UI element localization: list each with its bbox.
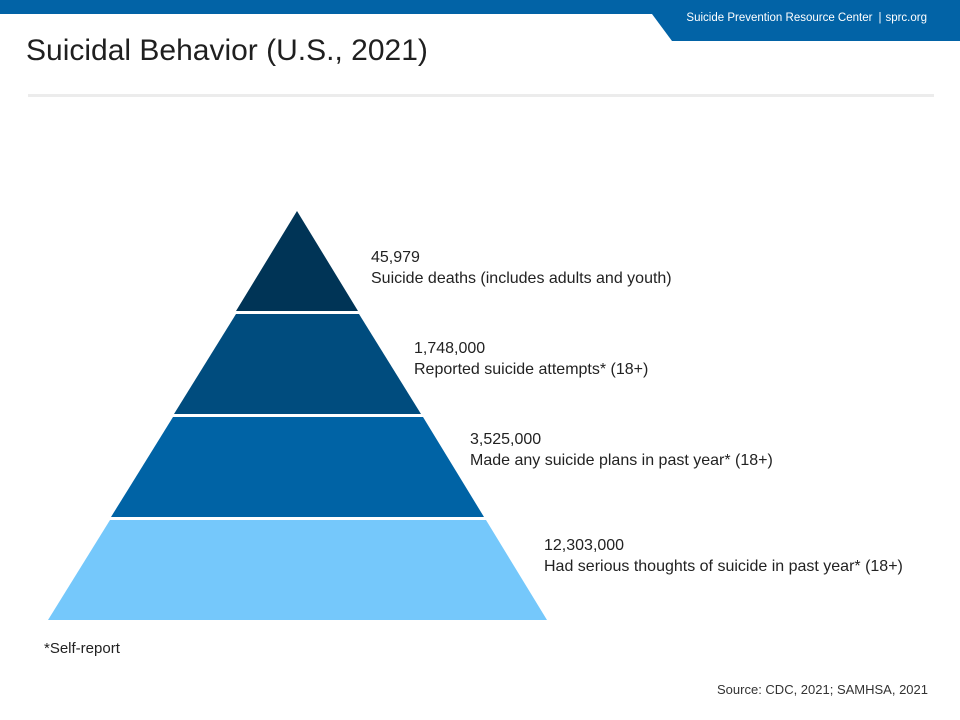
title-divider <box>28 94 934 97</box>
tier-value: 1,748,000 <box>414 340 486 357</box>
org-name: Suicide Prevention Resource Center <box>686 12 873 24</box>
pyramid-tier-deaths <box>236 211 358 311</box>
brand-separator: | <box>878 12 882 24</box>
header-bar <box>0 0 960 14</box>
brand-text[interactable]: Suicide Prevention Resource Center | sprc.… <box>686 12 927 24</box>
tier-description: Suicide deaths (includes adults and yout… <box>371 270 672 287</box>
brand-tab <box>652 14 960 41</box>
tier-value: 12,303,000 <box>544 537 625 554</box>
tier-label-plans: 3,525,000 Made any suicide plans in past… <box>470 429 773 471</box>
page-title: Suicidal Behavior (U.S., 2021) <box>26 34 428 67</box>
tier-value: 45,979 <box>371 249 420 266</box>
site-link[interactable]: sprc.org <box>885 12 927 24</box>
tier-description: Reported suicide attempts* (18+) <box>414 361 649 378</box>
tier-description: Made any suicide plans in past year* (18… <box>470 452 773 469</box>
pyramid-tier-plans <box>111 417 484 517</box>
footnote: *Self-report <box>44 640 120 657</box>
tier-description: Had serious thoughts of suicide in past … <box>544 558 903 575</box>
tier-label-attempts: 1,748,000 Reported suicide attempts* (18… <box>414 338 648 380</box>
pyramid-tier-thoughts <box>48 520 547 620</box>
tier-label-deaths: 45,979 Suicide deaths (includes adults a… <box>371 247 672 289</box>
pyramid-tier-attempts <box>174 314 421 414</box>
tier-value: 3,525,000 <box>470 431 542 448</box>
source-citation: Source: CDC, 2021; SAMHSA, 2021 <box>717 682 928 697</box>
tier-label-thoughts: 12,303,000 Had serious thoughts of suici… <box>544 535 903 577</box>
